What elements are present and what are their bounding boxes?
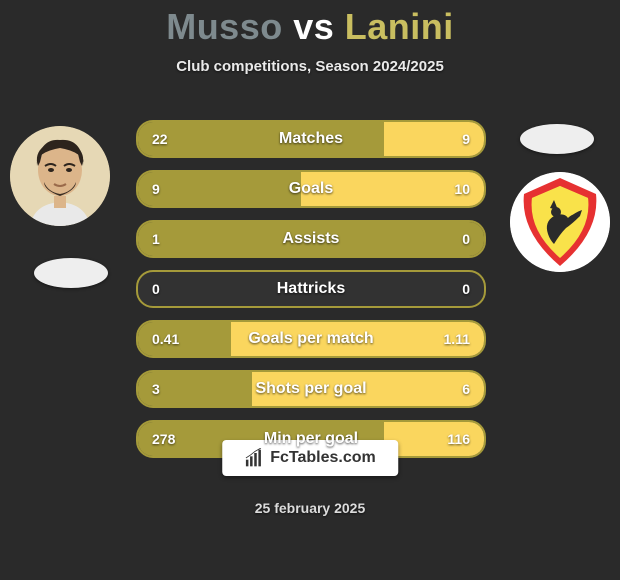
title-vs: vs — [293, 6, 334, 47]
stat-label: Assists — [204, 230, 418, 248]
stat-label: Min per goal — [204, 430, 418, 448]
player2-crest — [510, 172, 610, 272]
stat-label: Shots per goal — [204, 380, 418, 398]
stat-row: 9Goals10 — [136, 170, 486, 208]
player2-flag — [520, 124, 594, 154]
title: Musso vs Lanini — [0, 0, 620, 48]
date-text: 25 february 2025 — [0, 500, 620, 516]
stat-row: 1Assists0 — [136, 220, 486, 258]
stat-rows: 22Matches99Goals101Assists00Hattricks00.… — [136, 120, 486, 470]
player1-flag — [34, 258, 108, 288]
stat-row: 0.41Goals per match1.11 — [136, 320, 486, 358]
title-player2: Lanini — [345, 6, 454, 47]
comparison-card: Musso vs Lanini Club competitions, Seaso… — [0, 0, 620, 580]
stat-value-left: 1 — [138, 231, 204, 247]
stat-value-right: 116 — [418, 431, 484, 447]
stat-value-right: 0 — [418, 231, 484, 247]
stat-label: Matches — [204, 130, 418, 148]
stat-value-left: 278 — [138, 431, 204, 447]
stat-value-right: 0 — [418, 281, 484, 297]
stat-row: 3Shots per goal6 — [136, 370, 486, 408]
stat-value-left: 0 — [138, 281, 204, 297]
title-player1: Musso — [166, 6, 283, 47]
subtitle: Club competitions, Season 2024/2025 — [0, 58, 620, 75]
stat-label: Goals per match — [204, 330, 418, 348]
stat-value-right: 6 — [418, 381, 484, 397]
stat-value-left: 22 — [138, 131, 204, 147]
player1-avatar-svg — [10, 126, 110, 226]
stat-value-left: 9 — [138, 181, 204, 197]
stat-value-right: 10 — [418, 181, 484, 197]
stat-value-right: 1.11 — [418, 331, 484, 347]
stat-row: 0Hattricks0 — [136, 270, 486, 308]
player1-avatar — [10, 126, 110, 226]
stat-value-left: 3 — [138, 381, 204, 397]
stat-label: Goals — [204, 180, 418, 198]
player2-crest-svg — [510, 172, 610, 272]
branding-text: FcTables.com — [270, 449, 376, 467]
stat-value-left: 0.41 — [138, 331, 204, 347]
stat-label: Hattricks — [204, 280, 418, 298]
chart-icon — [244, 448, 264, 468]
stat-row: 22Matches9 — [136, 120, 486, 158]
stat-value-right: 9 — [418, 131, 484, 147]
